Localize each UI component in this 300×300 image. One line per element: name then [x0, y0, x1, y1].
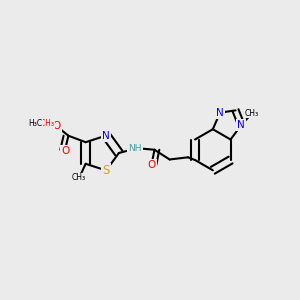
Text: O: O [52, 121, 61, 131]
Text: O: O [61, 146, 69, 156]
Text: N: N [216, 108, 224, 118]
Text: N: N [238, 120, 245, 130]
Text: CH₃: CH₃ [72, 173, 86, 182]
Text: OCH₃: OCH₃ [34, 119, 55, 128]
Text: H₃C: H₃C [28, 119, 42, 128]
Text: S: S [103, 164, 110, 177]
Text: O: O [147, 160, 156, 170]
Text: NH: NH [128, 144, 142, 153]
Text: N: N [102, 130, 110, 140]
Text: CH₃: CH₃ [245, 109, 259, 118]
